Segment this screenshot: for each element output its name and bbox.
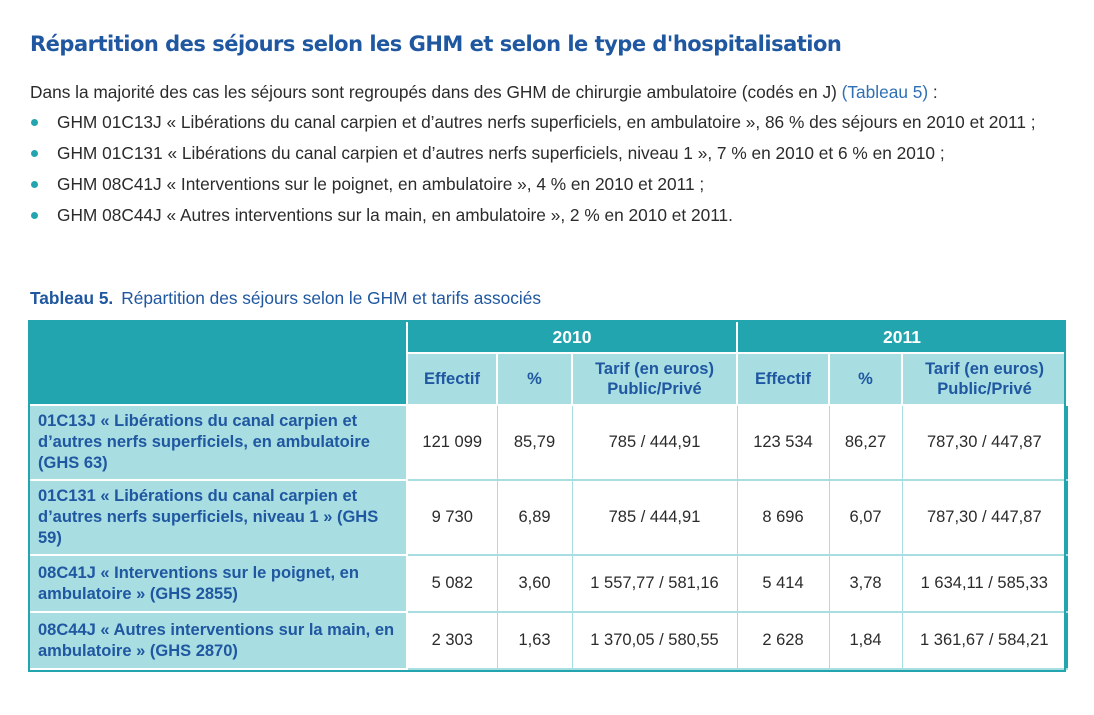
- bullet-dot-icon: [31, 181, 38, 188]
- cell-effectif-2010: 5 082: [406, 554, 498, 613]
- table-caption-text: Répartition des séjours selon le GHM et …: [121, 288, 541, 308]
- table-label: Tableau 5.: [30, 288, 114, 308]
- bullet-dot-icon: [31, 150, 38, 157]
- cell-percent-2010: 6,89: [496, 479, 573, 556]
- cell-tarif-2010: 1 370,05 / 580,55: [571, 611, 738, 670]
- table-corner-cell: [28, 320, 408, 406]
- column-header-effectif: Effectif: [406, 352, 498, 406]
- intro-suffix: :: [928, 82, 938, 102]
- ghm-bullet-list: GHM 01C13J « Libérations du canal carpie…: [30, 110, 1080, 234]
- cell-tarif-2010: 785 / 444,91: [571, 479, 738, 556]
- list-item: GHM 01C13J « Libérations du canal carpie…: [30, 110, 1080, 135]
- cell-effectif-2011: 8 696: [736, 479, 830, 556]
- table-reference-link[interactable]: (Tableau 5): [841, 82, 929, 102]
- bullet-text: GHM 08C44J « Autres interventions sur la…: [57, 205, 733, 225]
- cell-tarif-2010: 1 557,77 / 581,16: [571, 554, 738, 613]
- tarif-header-line2: Public/Privé: [607, 380, 702, 398]
- tarif-header-line1: Tarif (en euros): [595, 360, 714, 378]
- cell-tarif-2011: 1 361,67 / 584,21: [901, 611, 1069, 670]
- table-row: 01C13J « Libérations du canal carpien et…: [28, 404, 1069, 481]
- table-caption: Tableau 5. Répartition des séjours selon …: [30, 288, 541, 309]
- cell-effectif-2010: 9 730: [406, 479, 498, 556]
- cell-effectif-2010: 121 099: [406, 404, 498, 481]
- column-header-effectif: Effectif: [736, 352, 831, 406]
- cell-percent-2010: 85,79: [496, 404, 573, 481]
- cell-percent-2010: 3,60: [496, 554, 573, 613]
- tarif-header-line1: Tarif (en euros): [925, 360, 1044, 378]
- distribution-table: 2010 2011 Effectif % Tarif (en euros) Pub…: [28, 320, 1069, 670]
- cell-tarif-2011: 1 634,11 / 585,33: [901, 554, 1069, 613]
- cell-tarif-2010: 785 / 444,91: [571, 404, 738, 481]
- column-header-percent: %: [496, 352, 573, 406]
- row-header: 08C44J « Autres interventions sur la mai…: [28, 611, 408, 670]
- cell-percent-2011: 86,27: [828, 404, 903, 481]
- column-header-tarif: Tarif (en euros) Public/Privé: [901, 352, 1069, 406]
- tarif-header-line2: Public/Privé: [937, 380, 1032, 398]
- section-heading: Répartition des séjours selon les GHM et…: [30, 32, 842, 56]
- bullet-dot-icon: [31, 212, 38, 219]
- cell-effectif-2010: 2 303: [406, 611, 498, 670]
- table-row: 08C44J « Autres interventions sur la mai…: [28, 611, 1069, 670]
- table-row: 08C41J « Interventions sur le poignet, e…: [28, 554, 1069, 613]
- cell-tarif-2011: 787,30 / 447,87: [901, 479, 1069, 556]
- list-item: GHM 08C44J « Autres interventions sur la…: [30, 203, 1080, 228]
- cell-percent-2011: 1,84: [828, 611, 903, 670]
- bullet-text: GHM 01C131 « Libérations du canal carpie…: [57, 143, 945, 163]
- list-item: GHM 08C41J « Interventions sur le poigne…: [30, 172, 1080, 197]
- cell-percent-2011: 6,07: [828, 479, 903, 556]
- cell-effectif-2011: 123 534: [736, 404, 830, 481]
- row-header: 01C13J « Libérations du canal carpien et…: [28, 404, 408, 481]
- cell-percent-2011: 3,78: [828, 554, 903, 613]
- column-header-percent: %: [828, 352, 904, 406]
- year-header-2011: 2011: [736, 320, 1069, 354]
- intro-text: Dans la majorité des cas les séjours son…: [30, 82, 842, 102]
- row-header: 08C41J « Interventions sur le poignet, e…: [28, 554, 408, 613]
- bullet-text: GHM 08C41J « Interventions sur le poigne…: [57, 174, 705, 194]
- cell-tarif-2011: 787,30 / 447,87: [901, 404, 1069, 481]
- column-header-tarif: Tarif (en euros) Public/Privé: [570, 352, 739, 406]
- cell-effectif-2011: 2 628: [736, 611, 830, 670]
- bullet-text: GHM 01C13J « Libérations du canal carpie…: [57, 112, 1036, 132]
- list-item: GHM 01C131 « Libérations du canal carpie…: [30, 141, 1080, 166]
- table-row: 01C131 « Libérations du canal carpien et…: [28, 479, 1069, 556]
- bullet-dot-icon: [31, 119, 38, 126]
- intro-paragraph: Dans la majorité des cas les séjours son…: [30, 82, 938, 103]
- year-header-2010: 2010: [405, 320, 739, 354]
- row-header: 01C131 « Libérations du canal carpien et…: [28, 479, 408, 556]
- cell-effectif-2011: 5 414: [736, 554, 830, 613]
- cell-percent-2010: 1,63: [496, 611, 573, 670]
